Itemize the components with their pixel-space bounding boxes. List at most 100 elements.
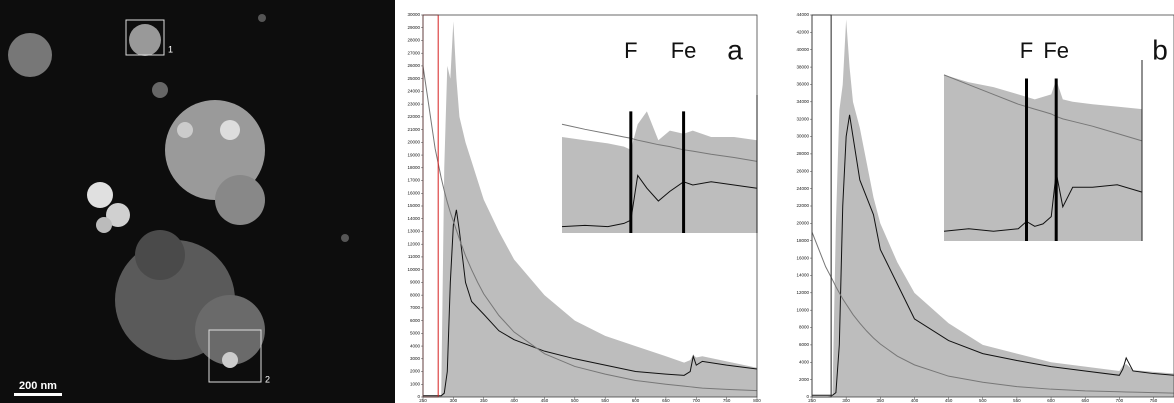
y-tick-label: 15000 bbox=[407, 203, 420, 208]
window bbox=[422, 14, 439, 398]
y-tick-label: 12000 bbox=[796, 290, 809, 295]
x-tick-label: 700 bbox=[1116, 398, 1124, 403]
x-tick-label: 350 bbox=[877, 398, 885, 403]
line bbox=[423, 209, 758, 397]
area bbox=[423, 21, 757, 397]
line bbox=[561, 123, 758, 162]
y-tick-label: 2000 bbox=[799, 377, 810, 382]
y-tick-label: 28000 bbox=[407, 38, 420, 43]
scale-bar bbox=[14, 393, 62, 396]
y-tick-label: 26000 bbox=[796, 168, 809, 173]
region-box bbox=[125, 19, 165, 56]
line bbox=[811, 231, 1174, 394]
area bbox=[562, 111, 757, 233]
y-tick-label: 18000 bbox=[407, 165, 420, 170]
x-tick-label: 350 bbox=[480, 398, 488, 403]
x-tick-label: 650 bbox=[662, 398, 670, 403]
y-tick-label: 34000 bbox=[796, 99, 809, 104]
y-tick-label: 0 bbox=[417, 394, 420, 399]
y-tick-label: 9000 bbox=[410, 280, 421, 285]
area bbox=[944, 74, 1142, 241]
y-tick-label: 25000 bbox=[407, 76, 420, 81]
line bbox=[943, 74, 1143, 142]
x-tick-label: 500 bbox=[571, 398, 579, 403]
x-tick-label: 650 bbox=[1081, 398, 1089, 403]
x-tick-label: 550 bbox=[601, 398, 609, 403]
y-tick-label: 8000 bbox=[799, 325, 810, 330]
y-tick-label: 16000 bbox=[796, 255, 809, 260]
y-tick-label: 38000 bbox=[796, 64, 809, 69]
micrograph: 1 2 200 nm bbox=[0, 0, 395, 403]
x-tick-label: 300 bbox=[842, 398, 850, 403]
edge-label: F bbox=[1020, 38, 1033, 63]
x-tick-label: 700 bbox=[693, 398, 701, 403]
x-tick-label: 800 bbox=[753, 398, 761, 403]
line bbox=[422, 65, 758, 392]
region-label: 2 bbox=[265, 374, 270, 384]
x-tick-label: 500 bbox=[979, 398, 987, 403]
edge-label: F bbox=[624, 38, 637, 63]
x-tick-label: 600 bbox=[1047, 398, 1055, 403]
x-tick-label: 250 bbox=[419, 398, 427, 403]
y-tick-label: 27000 bbox=[407, 50, 420, 55]
x-tick-label: 450 bbox=[945, 398, 953, 403]
y-tick-label: 26000 bbox=[407, 63, 420, 68]
scale-bar-label: 200 nm bbox=[19, 380, 57, 392]
line bbox=[943, 172, 1143, 232]
x-tick-label: 250 bbox=[808, 398, 816, 403]
edge-label: Fe bbox=[1043, 38, 1069, 63]
edge-label: Fe bbox=[671, 38, 697, 63]
panel-label: a bbox=[727, 34, 743, 65]
y-tick-label: 21000 bbox=[407, 127, 420, 132]
y-tick-label: 16000 bbox=[407, 190, 420, 195]
x-tick-label: 400 bbox=[510, 398, 518, 403]
y-tick-label: 12000 bbox=[407, 241, 420, 246]
y-tick-label: 10000 bbox=[407, 267, 420, 272]
area bbox=[812, 19, 1174, 397]
region-label: 1 bbox=[168, 44, 173, 54]
y-tick-label: 22000 bbox=[407, 114, 420, 119]
y-tick-label: 29000 bbox=[407, 25, 420, 30]
region-box bbox=[208, 329, 262, 383]
y-tick-label: 10000 bbox=[796, 307, 809, 312]
y-tick-label: 17000 bbox=[407, 178, 420, 183]
y-tick-label: 3000 bbox=[410, 356, 421, 361]
y-tick-label: 14000 bbox=[407, 216, 420, 221]
y-tick-label: 24000 bbox=[796, 186, 809, 191]
y-tick-label: 28000 bbox=[796, 151, 809, 156]
y-tick-label: 4000 bbox=[410, 343, 421, 348]
line bbox=[561, 174, 758, 228]
y-tick-label: 5000 bbox=[410, 331, 421, 336]
x-tick-label: 750 bbox=[1150, 398, 1158, 403]
x-tick-label: 300 bbox=[450, 398, 458, 403]
y-tick-label: 20000 bbox=[407, 140, 420, 145]
y-tick-label: 19000 bbox=[407, 152, 420, 157]
y-tick-label: 36000 bbox=[796, 82, 809, 87]
y-tick-label: 7000 bbox=[410, 305, 421, 310]
panel-label: b bbox=[1152, 34, 1168, 65]
y-tick-label: 30000 bbox=[407, 12, 420, 17]
y-tick-label: 14000 bbox=[796, 273, 809, 278]
y-tick-label: 0 bbox=[806, 394, 809, 399]
line bbox=[812, 114, 1174, 396]
window bbox=[811, 14, 832, 398]
x-tick-label: 600 bbox=[632, 398, 640, 403]
y-tick-label: 24000 bbox=[407, 89, 420, 94]
x-tick-label: 400 bbox=[911, 398, 919, 403]
y-tick-label: 23000 bbox=[407, 101, 420, 106]
y-tick-label: 32000 bbox=[796, 116, 809, 121]
x-tick-label: 550 bbox=[1013, 398, 1021, 403]
y-tick-label: 11000 bbox=[408, 254, 421, 259]
y-tick-label: 4000 bbox=[799, 359, 810, 364]
y-tick-label: 8000 bbox=[410, 292, 421, 297]
y-tick-label: 40000 bbox=[796, 47, 809, 52]
y-tick-label: 42000 bbox=[796, 30, 809, 35]
y-tick-label: 20000 bbox=[796, 221, 809, 226]
x-tick-label: 750 bbox=[723, 398, 731, 403]
x-tick-label: 450 bbox=[541, 398, 549, 403]
y-tick-label: 30000 bbox=[796, 134, 809, 139]
y-tick-label: 6000 bbox=[799, 342, 810, 347]
y-tick-label: 1000 bbox=[410, 381, 421, 386]
y-tick-label: 22000 bbox=[796, 203, 809, 208]
